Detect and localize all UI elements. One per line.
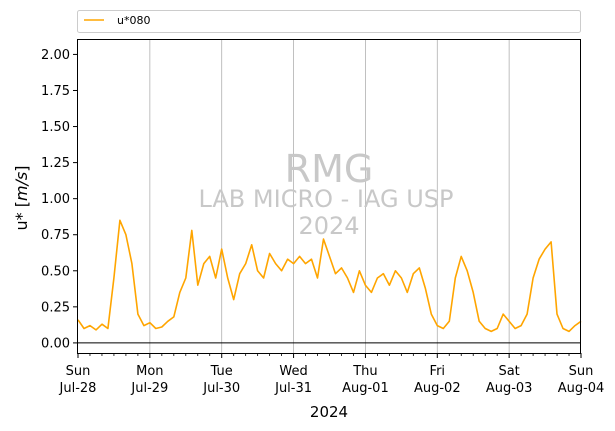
x-tick-label-date: Jul-28	[59, 381, 97, 396]
y-tick-label: 1.75	[41, 84, 70, 99]
y-tick-label: 2.00	[41, 48, 70, 63]
watermark-line1: RMG	[285, 147, 374, 191]
x-tick-label-date: Aug-01	[342, 381, 389, 396]
x-tick-label-day: Thu	[352, 364, 377, 379]
y-tick-label: 1.00	[41, 192, 70, 207]
y-tick-label: 0.00	[41, 336, 70, 351]
y-tick-label: 0.75	[41, 228, 70, 243]
x-tick-label-date: Jul-30	[202, 381, 240, 396]
x-tick-label-date: Aug-02	[414, 381, 461, 396]
series-group	[77, 219, 582, 333]
x-tick-label-day: Fri	[430, 364, 446, 379]
y-tick-label: 1.50	[41, 120, 70, 135]
legend-box	[77, 10, 581, 33]
x-tick-label-day: Mon	[136, 364, 163, 379]
y-axis: 0.00 0.25 0.50 0.75 1.00 1.25 1.50 1.75 2.00	[41, 48, 78, 351]
y-axis-label: u* [m/s]	[12, 165, 31, 230]
x-tick-label-date: Aug-03	[486, 381, 533, 396]
x-tick-label-day: Wed	[279, 364, 307, 379]
x-tick-label-day: Sat	[498, 364, 519, 379]
x-axis-label: 2024	[310, 403, 348, 421]
x-tick-label-date: Jul-29	[130, 381, 168, 396]
plot-frame	[77, 39, 581, 354]
legend-label: u*080	[117, 14, 150, 27]
x-tick-label-day: Sun	[569, 364, 594, 379]
watermark-line3: 2024	[298, 212, 359, 240]
x-tick-label-date: Aug-04	[558, 381, 605, 396]
watermark-line2: LAB MICRO - IAG USP	[198, 185, 453, 213]
y-tick-label: 0.25	[41, 300, 70, 315]
x-tick-label-day: Tue	[210, 364, 233, 379]
y-tick-label: 1.25	[41, 156, 70, 171]
legend: u*080	[77, 10, 581, 33]
x-tick-label-date: Jul-31	[274, 381, 312, 396]
grid-lines	[149, 40, 510, 353]
y-tick-label: 0.50	[41, 264, 70, 279]
series-line-u*080	[77, 219, 582, 333]
watermark: RMG LAB MICRO - IAG USP 2024	[198, 147, 453, 240]
x-axis: Sun Jul-28 Mon Jul-29 Tue Jul-30 Wed Jul-31 Thu A…	[59, 353, 605, 396]
x-tick-label-day: Sun	[66, 364, 91, 379]
